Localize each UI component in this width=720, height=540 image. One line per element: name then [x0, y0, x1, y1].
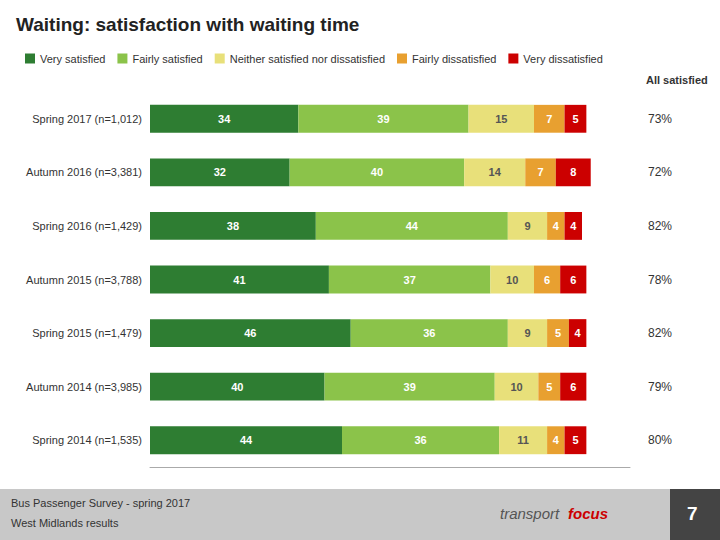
svg-text:Neither satisfied nor dissatis: Neither satisfied nor dissatisfied: [230, 53, 385, 65]
svg-text:72%: 72%: [648, 165, 672, 179]
svg-text:82%: 82%: [648, 326, 672, 340]
svg-text:80%: 80%: [648, 433, 672, 447]
svg-text:7: 7: [546, 113, 552, 125]
svg-text:focus: focus: [568, 505, 608, 522]
svg-text:4: 4: [570, 220, 577, 232]
svg-text:32: 32: [214, 166, 226, 178]
svg-text:8: 8: [570, 166, 576, 178]
svg-text:82%: 82%: [648, 219, 672, 233]
svg-text:4: 4: [553, 220, 560, 232]
svg-text:73%: 73%: [648, 112, 672, 126]
svg-text:5: 5: [546, 381, 552, 393]
svg-text:37: 37: [404, 274, 416, 286]
svg-text:15: 15: [495, 113, 507, 125]
svg-text:40: 40: [231, 381, 243, 393]
svg-text:36: 36: [414, 434, 426, 446]
svg-text:4: 4: [553, 434, 560, 446]
svg-text:4: 4: [575, 327, 582, 339]
svg-text:46: 46: [244, 327, 256, 339]
svg-text:41: 41: [233, 274, 245, 286]
svg-text:Spring 2016 (n=1,429): Spring 2016 (n=1,429): [32, 220, 142, 232]
svg-text:Very satisfied: Very satisfied: [40, 53, 105, 65]
svg-text:Very dissatisfied: Very dissatisfied: [523, 53, 602, 65]
svg-text:44: 44: [240, 434, 253, 446]
svg-text:5: 5: [555, 327, 561, 339]
svg-text:Autumn 2015 (n=3,788): Autumn 2015 (n=3,788): [26, 274, 142, 286]
svg-text:14: 14: [489, 166, 502, 178]
svg-text:All satisfied: All satisfied: [646, 74, 708, 86]
svg-text:78%: 78%: [648, 273, 672, 287]
svg-text:10: 10: [510, 381, 522, 393]
svg-text:9: 9: [524, 220, 530, 232]
svg-text:Spring 2014 (n=1,535): Spring 2014 (n=1,535): [32, 434, 142, 446]
svg-text:40: 40: [371, 166, 383, 178]
svg-text:Spring 2017 (n=1,012): Spring 2017 (n=1,012): [32, 113, 142, 125]
svg-text:5: 5: [572, 113, 578, 125]
svg-text:Spring 2015 (n=1,479): Spring 2015 (n=1,479): [32, 327, 142, 339]
svg-text:Fairly dissatisfied: Fairly dissatisfied: [412, 53, 496, 65]
svg-text:Bus Passenger Survey - spring: Bus Passenger Survey - spring 2017: [11, 497, 190, 509]
svg-text:6: 6: [570, 381, 576, 393]
svg-text:7: 7: [537, 166, 543, 178]
svg-text:38: 38: [227, 220, 239, 232]
svg-text:West Midlands results: West Midlands results: [11, 517, 119, 529]
svg-text:11: 11: [517, 434, 529, 446]
svg-text:transport: transport: [500, 505, 560, 522]
svg-text:7: 7: [687, 503, 698, 524]
svg-text:6: 6: [544, 274, 550, 286]
svg-text:39: 39: [377, 113, 389, 125]
svg-text:Autumn 2014 (n=3,985): Autumn 2014 (n=3,985): [26, 381, 142, 393]
svg-text:79%: 79%: [648, 380, 672, 394]
svg-text:39: 39: [404, 381, 416, 393]
svg-text:Fairly satisfied: Fairly satisfied: [132, 53, 202, 65]
svg-text:44: 44: [406, 220, 419, 232]
svg-text:Waiting: satisfaction with wai: Waiting: satisfaction with waiting time: [16, 14, 359, 35]
svg-text:34: 34: [218, 113, 231, 125]
svg-text:Autumn 2016 (n=3,381): Autumn 2016 (n=3,381): [26, 166, 142, 178]
svg-text:9: 9: [524, 327, 530, 339]
svg-text:36: 36: [423, 327, 435, 339]
svg-text:10: 10: [506, 274, 518, 286]
svg-text:6: 6: [570, 274, 576, 286]
svg-text:5: 5: [572, 434, 578, 446]
